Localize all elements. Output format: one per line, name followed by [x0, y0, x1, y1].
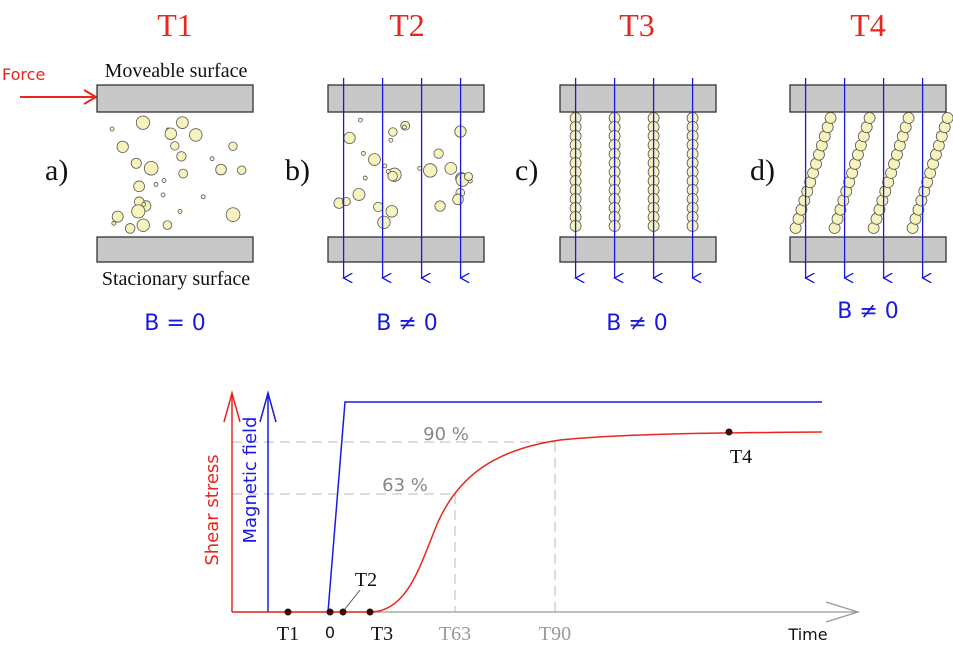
particle	[177, 152, 186, 161]
particle	[369, 154, 381, 166]
particle	[201, 195, 205, 199]
particle	[176, 117, 188, 129]
level-label: 63 %	[382, 475, 428, 496]
particle	[137, 219, 149, 231]
panel-time: T4	[850, 7, 886, 43]
particle	[171, 142, 179, 150]
force-label: Force	[2, 65, 45, 84]
particle	[162, 179, 166, 183]
particle	[363, 176, 367, 180]
point-label: 0	[325, 623, 335, 642]
particle	[210, 157, 214, 161]
particle	[389, 138, 393, 142]
particle	[136, 116, 149, 129]
particle	[374, 202, 383, 211]
leader-line	[345, 590, 360, 609]
particle	[453, 194, 464, 205]
particle	[864, 113, 875, 124]
field-label: B ≠ 0	[376, 311, 438, 336]
particle	[154, 182, 158, 186]
particle	[134, 181, 145, 192]
particle	[358, 118, 362, 122]
surface-label: Stacionary surface	[102, 268, 250, 290]
particle	[344, 132, 355, 143]
particle	[161, 193, 165, 197]
particle	[190, 129, 203, 142]
particle	[386, 206, 398, 218]
particle	[942, 113, 953, 124]
field-curve	[328, 402, 822, 612]
particle	[110, 127, 114, 131]
level-label: 90 %	[423, 424, 469, 445]
point-label: T2	[355, 569, 377, 591]
panel-letter: b)	[285, 154, 310, 187]
point-label: T4	[730, 446, 752, 468]
point-label: T1	[277, 623, 299, 645]
particle	[226, 208, 240, 222]
axis-label: Magnetic field	[240, 417, 261, 544]
axis-label: Shear stress	[202, 454, 223, 565]
particle	[163, 221, 172, 230]
particle	[117, 141, 128, 152]
point-label: T3	[371, 623, 393, 645]
figure: T1 T2 T3 T4 a) b) c) d) B = 0 B ≠ 0 B ≠ …	[0, 0, 953, 645]
particle	[112, 221, 116, 225]
particle	[825, 113, 836, 124]
field-label: B = 0	[144, 311, 206, 336]
particle	[112, 211, 123, 222]
force-arrow	[20, 90, 96, 104]
panel-letter: d)	[750, 154, 775, 187]
particle	[388, 171, 398, 181]
particle	[389, 128, 398, 137]
particle	[125, 224, 135, 234]
particle	[178, 209, 182, 213]
point-label: T90	[539, 623, 571, 645]
particle	[445, 163, 457, 175]
particle	[402, 125, 406, 129]
panel-time: T2	[389, 7, 425, 43]
particle	[361, 151, 365, 155]
field-label: B ≠ 0	[606, 311, 668, 336]
panel-letter: c)	[515, 154, 538, 187]
field-label: B ≠ 0	[837, 299, 899, 324]
field-axis	[260, 393, 276, 612]
panel-letter: a)	[45, 154, 68, 187]
points	[285, 429, 733, 616]
particle	[383, 164, 387, 168]
particle	[434, 149, 443, 158]
graph: Shear stress Magnetic field Time 90 % 63…	[202, 393, 858, 645]
panel-time: T3	[619, 7, 655, 43]
surface-label: Moveable surface	[105, 60, 248, 82]
particle	[131, 158, 141, 168]
particle	[903, 113, 914, 124]
stress-axis	[224, 393, 240, 612]
particle	[464, 173, 472, 181]
particle	[353, 188, 365, 200]
particle	[423, 164, 436, 177]
particle	[165, 128, 177, 140]
particle	[144, 161, 158, 175]
plate	[97, 237, 253, 262]
particle	[237, 166, 246, 175]
particle	[132, 205, 145, 218]
point-label: T63	[439, 623, 471, 645]
particle	[179, 169, 188, 178]
plate	[97, 85, 253, 112]
particle	[229, 142, 237, 150]
particle	[216, 164, 227, 175]
panel-time: T1	[157, 7, 193, 43]
axis-label: Time	[787, 625, 827, 644]
particle	[435, 201, 445, 211]
particle	[378, 216, 390, 228]
